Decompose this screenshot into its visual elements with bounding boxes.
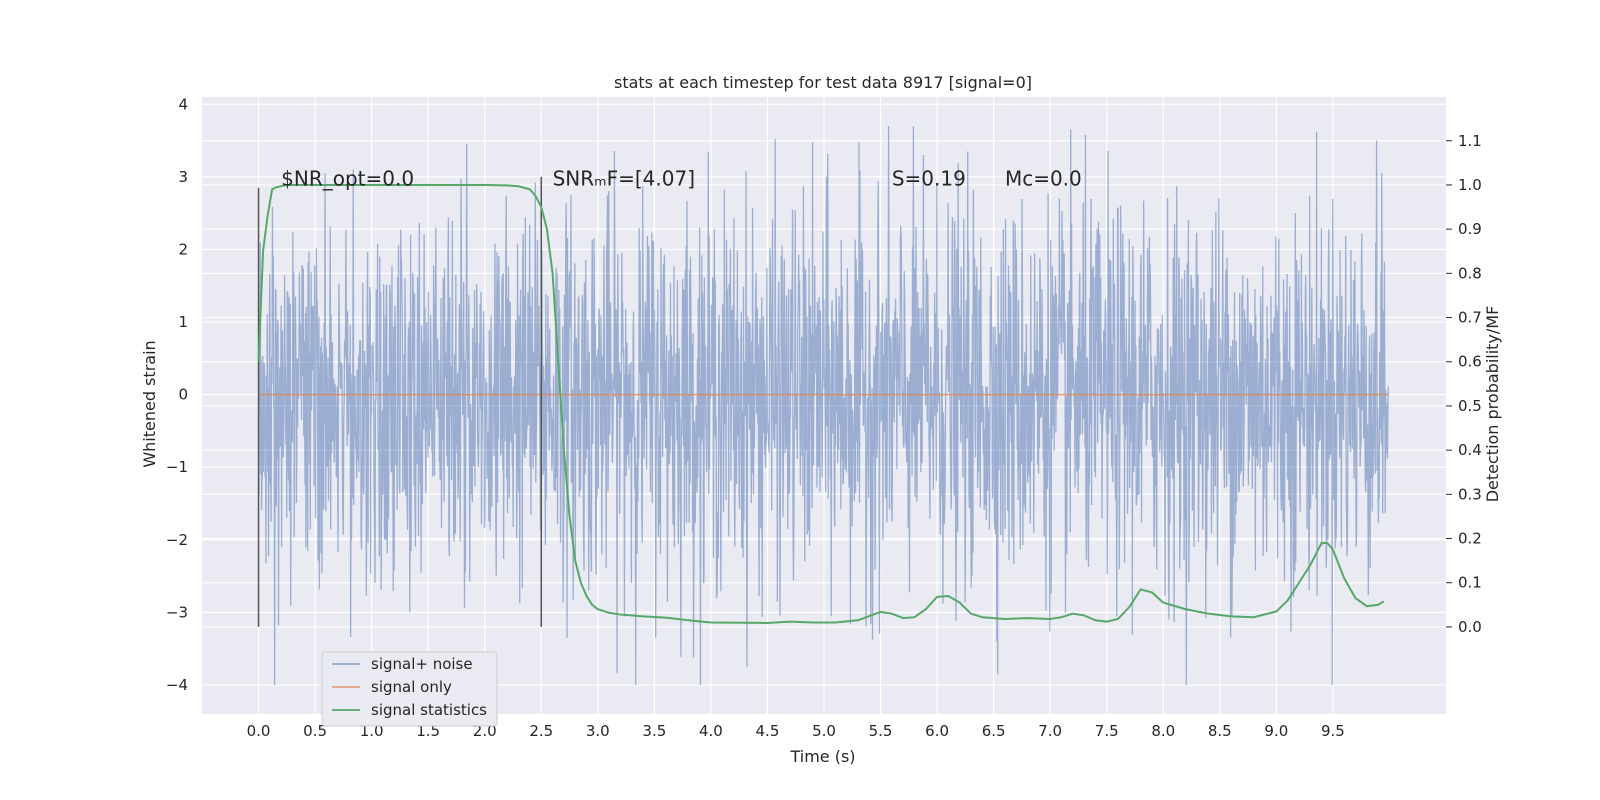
x-tick-label: 7.5 (1095, 722, 1119, 740)
annotations: $NR_opt=0.0 SNRₘF=[4.07] S=0.19 Mᴄ=0.0 (281, 167, 1082, 191)
annotation-label: $NR_opt=0.0 (281, 167, 414, 191)
x-tick-label: 0.5 (303, 722, 327, 740)
y-tick-label: 4 (178, 95, 188, 113)
x-tick-label: 4.0 (699, 722, 723, 740)
x-tick-label: 0.0 (247, 722, 271, 740)
y2-tick-label: 0.4 (1458, 441, 1482, 459)
legend-label-signal-only: signal only (371, 678, 452, 696)
y-axis-ticks: 4 3 2 1 0 −1 −2 −3 −4 (166, 95, 188, 694)
x-tick-label: 3.5 (642, 722, 666, 740)
y2-tick-label: 1.1 (1458, 132, 1482, 150)
x-tick-label: 8.0 (1151, 722, 1175, 740)
x-tick-label: 6.0 (925, 722, 949, 740)
vertical-markers (257, 176, 543, 627)
y2-tick-label: 0.2 (1458, 530, 1482, 548)
x-tick-label: 2.5 (529, 722, 553, 740)
y-tick-label: 0 (178, 386, 188, 404)
y2-axis-ticks: 1.1 1.0 0.9 0.8 0.7 0.6 0.5 0.4 0.3 0.2 0.1 0.0 (1446, 132, 1482, 636)
y2-tick-label: 0.8 (1458, 264, 1482, 282)
x-tick-label: 5.5 (869, 722, 893, 740)
y-tick-label: −4 (166, 676, 188, 694)
chart-title: stats at each timestep for test data 891… (614, 73, 1032, 92)
x-tick-label: 4.5 (756, 722, 780, 740)
x-tick-label: 8.5 (1208, 722, 1232, 740)
y2-tick-label: 0.6 (1458, 353, 1482, 371)
y-tick-label: −2 (166, 531, 188, 549)
annotation-label: Mᴄ=0.0 (1005, 167, 1082, 191)
annotation-label: SNRₘF=[4.07] (553, 167, 695, 191)
statistics-line (257, 183, 1385, 624)
legend-label-signal-statistics: signal statistics (371, 701, 487, 719)
y-axis-label: Whitened strain (140, 340, 159, 467)
x-tick-label: 3.0 (586, 722, 610, 740)
y2-tick-label: 0.9 (1458, 220, 1482, 238)
legend: signal+ noise signal only signal statist… (321, 651, 498, 727)
y-tick-label: 1 (178, 313, 188, 331)
x-tick-label: 7.0 (1038, 722, 1062, 740)
annotation-label: S=0.19 (892, 167, 966, 191)
x-tick-label: 9.0 (1264, 722, 1288, 740)
y2-tick-label: 0.3 (1458, 485, 1482, 503)
y2-tick-label: 0.0 (1458, 618, 1482, 636)
y2-tick-label: 0.1 (1458, 574, 1482, 592)
noise-trace (257, 126, 1389, 685)
y2-tick-label: 0.7 (1458, 309, 1482, 327)
x-axis-label: Time (s) (789, 747, 855, 766)
x-tick-label: 5.0 (812, 722, 836, 740)
y2-tick-label: 0.5 (1458, 397, 1482, 415)
y-tick-label: 3 (178, 168, 188, 186)
x-tick-label: 6.5 (982, 722, 1006, 740)
x-tick-label: 9.5 (1321, 722, 1345, 740)
legend-label-signal-noise: signal+ noise (371, 655, 473, 673)
y-tick-label: 2 (178, 240, 188, 258)
series-signal-noise (257, 126, 1389, 685)
y2-tick-label: 1.0 (1458, 176, 1482, 194)
y2-axis-label: Detection probability/MF (1483, 306, 1502, 503)
y-tick-label: −1 (166, 458, 188, 476)
series-signal-statistics (257, 183, 1385, 624)
y-tick-label: −3 (166, 603, 188, 621)
legend-box (321, 651, 498, 727)
